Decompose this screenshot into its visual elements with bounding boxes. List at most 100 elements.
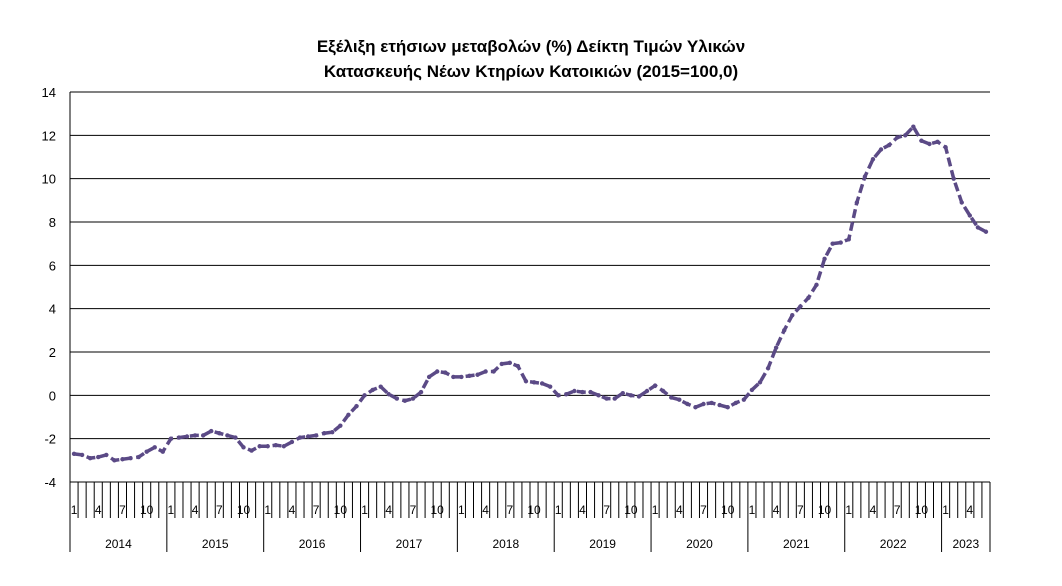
data-point — [588, 389, 593, 395]
x-month-label: 4 — [192, 503, 199, 517]
y-tick-label: 8 — [49, 215, 56, 230]
data-point — [693, 405, 698, 410]
data-point — [128, 455, 133, 461]
y-tick-label: 12 — [42, 128, 56, 143]
data-point — [975, 225, 981, 230]
x-month-label: 7 — [410, 503, 417, 517]
data-point — [467, 373, 472, 379]
data-point — [402, 398, 408, 403]
x-year-label: 2019 — [589, 537, 616, 551]
x-month-label: 7 — [506, 503, 513, 517]
x-month-label: 10 — [915, 503, 929, 517]
x-month-label: 4 — [773, 503, 780, 517]
data-point — [677, 397, 682, 402]
data-point — [87, 455, 93, 461]
data-point — [870, 156, 876, 162]
data-point — [459, 374, 464, 380]
data-point — [556, 393, 561, 398]
data-point — [919, 138, 924, 143]
data-point — [426, 374, 432, 380]
data-point — [297, 435, 303, 440]
data-point — [959, 200, 964, 205]
y-tick-label: 0 — [49, 388, 56, 403]
data-point — [305, 434, 311, 439]
data-point — [249, 448, 254, 453]
x-month-label: 4 — [385, 503, 392, 517]
data-point — [152, 445, 157, 450]
data-point — [225, 433, 230, 438]
data-point — [967, 213, 973, 218]
x-month-label: 10 — [140, 503, 154, 517]
data-point — [523, 379, 529, 384]
data-point — [709, 400, 714, 406]
data-point — [144, 449, 149, 454]
data-point — [903, 133, 908, 138]
x-year-label: 2021 — [783, 537, 810, 551]
data-point — [741, 397, 747, 402]
data-point — [765, 366, 771, 371]
x-month-label: 1 — [555, 503, 562, 517]
data-point — [79, 452, 85, 458]
chart-title-line-1: Εξέλιξη ετήσιων μεταβολών (%) Δείκτη Τιμ… — [316, 37, 746, 56]
x-month-label: 1 — [361, 503, 368, 517]
data-point — [168, 436, 174, 441]
data-point — [104, 452, 109, 458]
x-month-label: 4 — [579, 503, 586, 517]
x-month-label: 7 — [313, 503, 320, 517]
data-point — [257, 444, 262, 449]
data-point — [782, 328, 787, 333]
data-point — [71, 451, 77, 457]
x-month-label: 4 — [966, 503, 973, 517]
data-point — [636, 394, 642, 399]
data-point — [773, 345, 779, 350]
data-point — [483, 369, 488, 374]
data-point — [531, 380, 537, 385]
data-point — [830, 241, 835, 246]
data-point — [354, 403, 359, 409]
data-point — [878, 147, 884, 152]
data-point — [620, 390, 626, 396]
data-point — [846, 237, 851, 242]
data-point — [983, 229, 989, 234]
data-point — [394, 396, 400, 401]
data-point — [862, 174, 868, 179]
data-point — [273, 442, 278, 448]
data-point — [838, 240, 843, 245]
data-point — [96, 454, 101, 460]
x-month-label: 10 — [237, 503, 251, 517]
y-tick-label: 14 — [42, 85, 56, 100]
x-month-label: 10 — [818, 503, 832, 517]
data-point — [854, 200, 860, 205]
x-month-label: 4 — [870, 503, 877, 517]
data-point — [911, 124, 916, 129]
data-point — [241, 445, 246, 450]
y-tick-label: -4 — [44, 475, 56, 490]
data-point — [136, 454, 141, 460]
x-month-label: 1 — [458, 503, 465, 517]
data-point — [539, 381, 545, 386]
data-point — [749, 387, 755, 393]
x-month-label: 4 — [95, 503, 102, 517]
data-point — [644, 388, 650, 394]
data-point — [669, 395, 674, 400]
x-month-label: 10 — [624, 503, 638, 517]
x-month-label: 4 — [676, 503, 683, 517]
data-point — [160, 449, 166, 454]
chart-title-line-2: Κατασκευής Νέων Κτηρίων Κατοικιών (2015=… — [323, 62, 739, 81]
x-year-label: 2018 — [492, 537, 519, 551]
data-point — [733, 400, 738, 406]
data-point — [120, 457, 125, 462]
data-point — [886, 142, 892, 148]
data-point — [790, 312, 795, 318]
data-point — [725, 405, 730, 410]
data-point — [338, 423, 343, 428]
data-point — [386, 392, 391, 397]
data-point — [701, 401, 706, 407]
x-year-label: 2020 — [686, 537, 713, 551]
y-tick-label: 4 — [49, 302, 56, 317]
x-month-label: 4 — [289, 503, 296, 517]
data-point — [313, 433, 319, 438]
data-point — [572, 388, 577, 394]
